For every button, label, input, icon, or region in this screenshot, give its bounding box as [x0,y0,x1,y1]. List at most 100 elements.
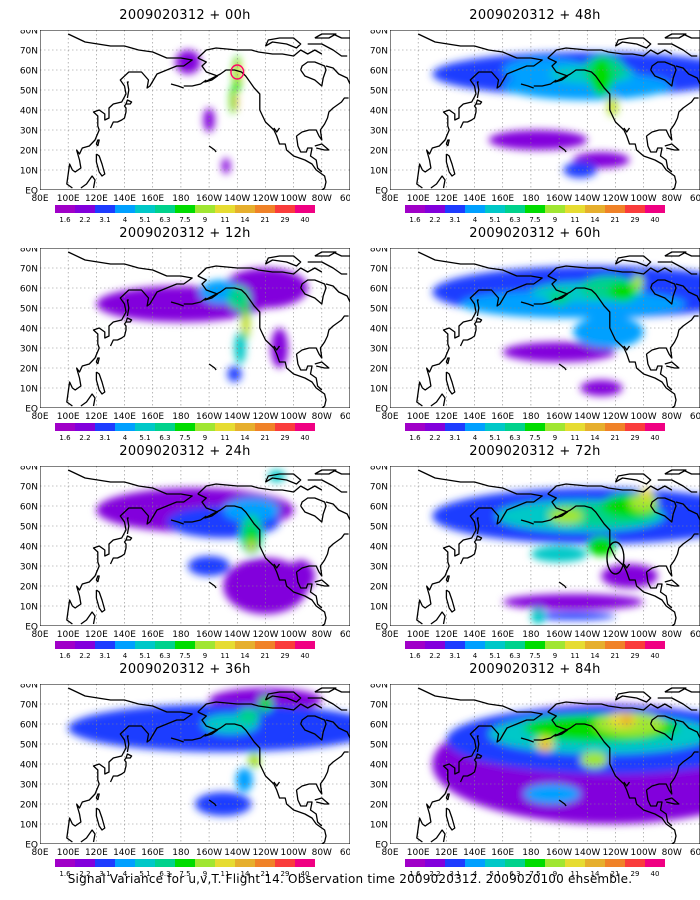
lon-tick-label: 180 [522,194,539,204]
colorbar-label: 9 [553,216,557,224]
lon-tick-label: 140E [463,412,486,422]
lat-tick-label: 40N [370,107,388,117]
variance-contour [245,526,257,550]
colorbar-swatch [565,205,585,213]
map-plot: EQ 10N 20N 30N 40N 50N 60N 70N 80N [20,248,350,414]
colorbar: 1.6 2.2 3.1 4 5.1 6.3 7.5 9 11 14 21 29 40 [55,859,315,878]
colorbar: 1.6 2.2 3.1 4 5.1 6.3 7.5 9 11 14 21 29 40 [55,423,315,442]
colorbar-swatch [95,205,115,213]
variance-contour [271,328,288,368]
coastlines [66,687,350,844]
lon-tick-label: 120W [602,194,628,204]
colorbar-label: 7.5 [179,652,190,660]
colorbar-label: 21 [261,652,270,660]
colorbar-label: 40 [651,652,660,660]
lat-tick-label: 80N [20,248,38,255]
colorbar-label: 3.1 [99,870,110,878]
lon-tick-label: 160E [491,194,514,204]
colorbar-label: 40 [301,216,310,224]
variance-contour [203,108,215,132]
variance-contour [488,130,588,150]
lat-tick-label: 70N [20,483,38,493]
variance-contour [237,708,260,724]
coastlines [416,251,700,408]
variance-contour [530,612,616,620]
lon-tick-label: 160E [491,412,514,422]
colorbar-swatch [525,641,545,649]
lon-tick-label: 180 [172,848,189,858]
forecast-panel: 2009020312 + 36h EQ 10N 20N 30N 40N 50N 60N 70N 8… [20,662,350,878]
colorbar-label: 40 [651,434,660,442]
colorbar-label: 40 [651,216,660,224]
lat-tick-label: EQ [375,405,388,415]
colorbar-swatch [75,859,95,867]
colorbar-swatch [115,641,135,649]
figure-caption: Signal Variance for u,v,T. Flight 14. Ob… [67,872,633,886]
lon-tick-label: 160E [491,848,514,858]
lat-tick-label: 80N [20,466,38,473]
lon-tick-label: 180 [522,848,539,858]
colorbar-label: 2.2 [79,216,90,224]
lon-axis: 80E 100E 120E 140E 160E 180 160W 140W 120W 100W 80… [31,194,350,204]
colorbar-label: 2.2 [429,216,440,224]
lat-tick-label: 20N [20,801,38,811]
colorbar-swatch [445,205,465,213]
lat-tick-label: 10N [20,167,38,177]
colorbar-swatch [235,423,255,431]
colorbar-swatch [465,859,485,867]
coastlines [66,469,350,626]
forecast-panel: 2009020312 + 00h EQ 10N 20N 30N 40N 50N 60N 70N 8… [20,8,350,224]
lon-tick-label: 100E [57,630,80,640]
map-background [40,248,350,408]
colorbar-swatch [75,641,95,649]
lat-tick-label: 50N [20,305,38,315]
lon-tick-label: 180 [172,412,189,422]
colorbar-swatch [485,423,505,431]
forecast-panel: 2009020312 + 12h EQ 10N 20N 30N 40N 50N 60N 70N 8… [20,226,350,442]
lon-tick-label: 100W [631,412,657,422]
colorbar-label: 6.3 [509,216,520,224]
colorbar-swatch [135,423,155,431]
lon-tick-label: 160W [196,848,222,858]
colorbar-swatch [485,641,505,649]
lon-tick-label: 120E [435,630,458,640]
lon-tick-label: 80W [662,412,682,422]
colorbar: 1.6 2.2 3.1 4 5.1 6.3 7.5 9 11 14 21 29 40 [405,423,665,442]
lat-tick-label: 20N [20,365,38,375]
lat-tick-label: 10N [20,603,38,613]
colorbar-label: 11 [571,216,580,224]
forecast-panel: 2009020312 + 48h EQ 10N 20N 30N 40N 50N 60N 70N 8… [370,8,700,224]
colorbar-swatch [155,641,175,649]
colorbar-swatch [55,423,75,431]
colorbar-swatch [445,641,465,649]
map-gridlines [390,30,700,190]
lat-tick-label: 10N [370,167,388,177]
colorbar-swatch [445,423,465,431]
colorbar-swatch [565,423,585,431]
colorbar-label: 4 [123,434,128,442]
variance-contour [632,274,644,290]
colorbar-label: 9 [203,434,207,442]
colorbar-label: 2.2 [79,870,90,878]
lon-tick-label: 180 [172,194,189,204]
variance-contour [540,741,550,751]
colorbar-label: 4 [123,870,128,878]
variance-contour [609,100,616,112]
lon-tick-label: 160E [141,630,164,640]
colorbar-swatch [275,205,295,213]
lat-tick-label: 50N [20,523,38,533]
lat-tick-label: 30N [20,781,38,791]
colorbar-swatch [605,641,625,649]
lat-tick-label: 50N [370,741,388,751]
lon-tick-label: 140W [224,412,250,422]
colorbar-label: 29 [631,434,640,442]
lon-tick-label: 80E [31,412,48,422]
lat-tick-label: 70N [20,265,38,275]
lon-tick-label: 100W [631,630,657,640]
colorbar-swatch [95,641,115,649]
colorbar: 1.6 2.2 3.1 4 5.1 6.3 7.5 9 11 14 21 29 40 [405,641,665,660]
colorbar-label: 2.2 [429,870,440,878]
lon-tick-label: 160E [141,412,164,422]
colorbar-label: 21 [611,216,620,224]
variance-contour [195,792,252,816]
